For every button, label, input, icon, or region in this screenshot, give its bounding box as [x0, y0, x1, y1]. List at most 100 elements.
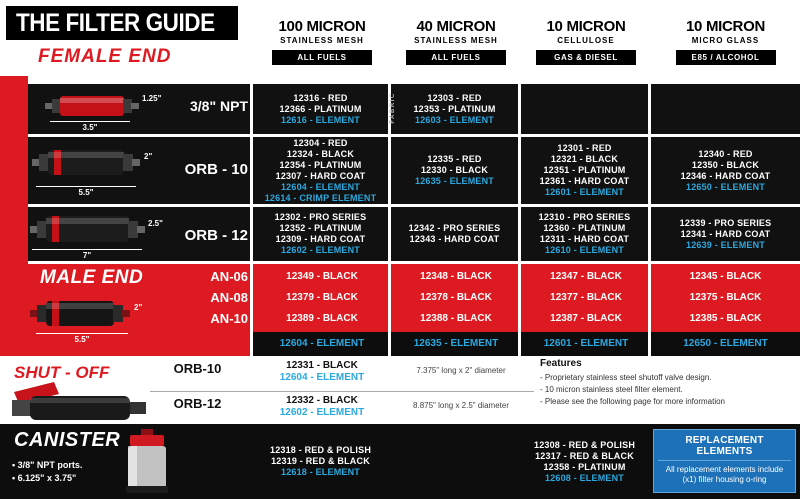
- part-number: 12360 - PLATINUM: [543, 223, 626, 233]
- part-number: 12352 - PLATINUM: [279, 223, 362, 233]
- feature-item: - Proprietary stainless steel shutoff va…: [540, 373, 712, 382]
- part-number: 12361 - HARD COAT: [539, 176, 630, 186]
- element-list: 12635 - ELEMENT: [415, 176, 494, 187]
- diameter-dimension: 2": [144, 152, 153, 161]
- column-title: 40 MICRON: [416, 18, 496, 35]
- replacement-elements-text: All replacement elements include (x1) fi…: [665, 465, 784, 484]
- length-dimension: 7": [82, 251, 92, 260]
- part-number: 12379 - BLACK: [286, 292, 358, 303]
- element-number: 12602 - ELEMENT: [280, 245, 361, 255]
- cell-orb12-10micron-cellulose: 12310 - PRO SERIES 12360 - PLATINUM 12311 …: [521, 207, 648, 261]
- part-number: 12335 - RED: [427, 154, 482, 164]
- column-divider: [250, 84, 253, 356]
- cell-orb10-10micron-cellulose: 12301 - RED 12321 - BLACK 12351 - PLATINUM…: [521, 137, 648, 204]
- part-number: 12321 - BLACK: [550, 154, 619, 164]
- part-list: 12335 - RED 12330 - BLACK: [421, 154, 488, 176]
- cell-orb12-10micron-microglass: 12339 - PRO SERIES 12341 - HARD COAT 1263…: [651, 207, 800, 261]
- filter-photo-38npt: [45, 96, 139, 116]
- element-number: 12618 - ELEMENT: [280, 467, 361, 477]
- element-number: 12616 - ELEMENT: [280, 114, 361, 125]
- column-divider: [388, 84, 391, 356]
- part-number: 12340 - RED: [698, 148, 753, 159]
- part-number: 12303 - RED: [427, 92, 482, 103]
- page-title: THE FILTER GUIDE: [6, 6, 238, 40]
- part-number: 12317 - RED & BLACK: [535, 450, 634, 461]
- replacement-elements-title: REPLACEMENT ELEMENTS: [658, 435, 791, 461]
- element-number: 12602 - ELEMENT: [279, 407, 365, 418]
- part-number: 12339 - PRO SERIES: [679, 217, 772, 228]
- part-number: 12331 - BLACK: [286, 360, 358, 371]
- column-header-100-micron: 100 MICRON STAINLESS MESH ALL FUELS: [253, 18, 391, 65]
- part-number: 12346 - HARD COAT: [680, 170, 771, 181]
- element-number: 12604 - ELEMENT: [279, 338, 365, 349]
- element-list: 12618 - ELEMENT: [281, 467, 360, 478]
- column-title: 100 MICRON: [278, 18, 366, 35]
- features-list: - Proprietary stainless steel shutoff va…: [540, 372, 725, 408]
- element-list: 12610 - ELEMENT: [545, 245, 624, 256]
- cell-canister-100micron: 12318 - RED & POLISH 12319 - RED & BLACK …: [253, 424, 388, 499]
- row-label-an06: AN-06: [210, 269, 248, 284]
- column-subtitle: MICRO GLASS: [691, 36, 760, 45]
- diameter-dimension: 2.5": [148, 219, 163, 228]
- part-number: 12377 - BLACK: [550, 292, 622, 303]
- part-number: 12301 - RED: [557, 143, 612, 153]
- section-label-male-end: MALE END: [40, 267, 144, 288]
- row-38-npt: [28, 84, 800, 134]
- part-number: 12387 - BLACK: [550, 313, 622, 324]
- length-dimension-line: [36, 333, 128, 334]
- part-number: 12347 - BLACK: [550, 271, 622, 282]
- part-list: 12318 - RED & POLISH 12319 - RED & BLACK: [270, 445, 371, 467]
- part-number: 12319 - RED & BLACK: [271, 456, 370, 466]
- element-number: 12650 - ELEMENT: [685, 181, 766, 192]
- part-number: 12375 - BLACK: [689, 292, 762, 303]
- column-header-10-micron-microglass: 10 MICRON MICRO GLASS E85 / ALCOHOL: [651, 18, 800, 65]
- feature-item: - 10 micron stainless steel filter eleme…: [540, 385, 683, 394]
- section-label-shut-off: SHUT - OFF: [14, 363, 110, 382]
- cell-38npt-100micron: 12316 - RED 12366 - PLATINUM 12616 - ELEM…: [253, 84, 388, 134]
- part-list: 12308 - RED & POLISH 12317 - RED & BLACK 1…: [534, 440, 635, 473]
- part-list: 12301 - RED 12321 - BLACK 12351 - PLATINUM…: [540, 143, 630, 187]
- section-label-canister: CANISTER: [14, 429, 121, 451]
- row-label-an10: AN-10: [210, 311, 248, 326]
- element-number: 12635 - ELEMENT: [414, 176, 495, 186]
- cell-orb10-40micron: 12335 - RED 12330 - BLACK 12635 - ELEMENT: [391, 137, 518, 204]
- male-element-band: [253, 332, 800, 356]
- part-number: 12316 - RED: [293, 92, 348, 103]
- part-number: 12308 - RED & POLISH: [533, 439, 636, 450]
- part-number: 12307 - HARD COAT: [275, 170, 366, 181]
- element-number: 12610 - ELEMENT: [544, 245, 625, 255]
- cell-orb10-10micron-microglass: 12340 - RED 12350 - BLACK 12346 - HARD COA…: [651, 137, 800, 204]
- size-note: 8.875" long x 2.5" diameter: [413, 401, 509, 410]
- element-list: 12603 - ELEMENT: [415, 115, 494, 126]
- part-number: 12332 - BLACK: [286, 395, 358, 406]
- cell-orb10-100micron: 12304 - RED 12324 - BLACK 12354 - PLATINUM…: [253, 137, 388, 204]
- part-number: 12351 - PLATINUM: [543, 165, 626, 175]
- part-number: 12318 - RED & POLISH: [269, 445, 372, 455]
- part-list: 12339 - PRO SERIES 12341 - HARD COAT: [680, 218, 772, 240]
- part-number: 12311 - HARD COAT: [539, 234, 630, 244]
- feature-item: - Please see the following page for more…: [540, 397, 725, 406]
- element-number: 12608 - ELEMENT: [544, 472, 625, 483]
- canister-spec-list: • 3/8" NPT ports. • 6.125" x 3.75": [12, 459, 82, 485]
- part-list: 12340 - RED 12350 - BLACK 12346 - HARD COA…: [681, 149, 771, 182]
- part-number: 12378 - BLACK: [420, 292, 492, 303]
- part-number: 12342 - PRO SERIES: [408, 223, 501, 233]
- part-number: 12324 - BLACK: [286, 148, 355, 159]
- filter-photo-male-an: [30, 301, 130, 326]
- length-dimension-line: [32, 249, 142, 250]
- length-dimension-line: [36, 186, 136, 187]
- cell-canister-10micron-cellulose: 12308 - RED & POLISH 12317 - RED & BLACK 1…: [521, 424, 648, 499]
- part-number: 12354 - PLATINUM: [279, 159, 362, 170]
- part-list: 12310 - PRO SERIES 12360 - PLATINUM 12311 …: [539, 212, 631, 245]
- fuel-badge: ALL FUELS: [406, 50, 506, 65]
- length-dimension-line: [50, 121, 130, 122]
- element-number: 12639 - ELEMENT: [685, 239, 766, 250]
- filter-photo-orb12: [30, 216, 145, 242]
- length-dimension: 3.5": [82, 123, 98, 132]
- column-subtitle: CELLULOSE: [557, 36, 615, 45]
- part-number: 12304 - RED: [293, 137, 348, 148]
- element-number: 12603 - ELEMENT: [414, 114, 495, 125]
- cell-orb12-40micron: 12342 - PRO SERIES 12343 - HARD COAT: [391, 207, 518, 261]
- canister-spec: • 6.125" x 3.75": [12, 473, 77, 483]
- element-list: 12604 - ELEMENT 12614 - CRIMP ELEMENT: [265, 182, 377, 204]
